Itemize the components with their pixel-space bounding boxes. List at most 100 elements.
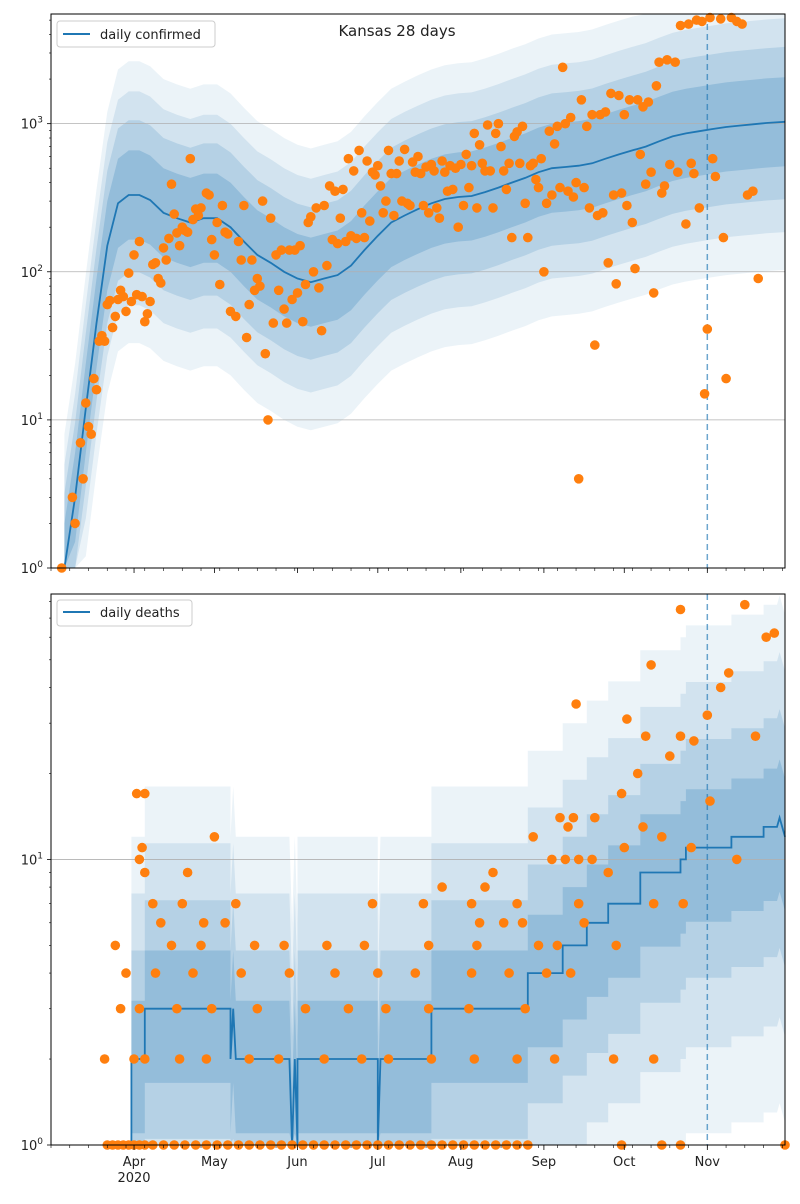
- deaths-point: [373, 968, 383, 978]
- confirmed-point: [319, 200, 330, 211]
- xtick-label: Aug: [448, 1155, 473, 1170]
- deaths-point: [498, 918, 509, 928]
- confirmed-point: [394, 156, 405, 166]
- confirmed-point: [233, 236, 244, 247]
- confirmed-point: [164, 233, 174, 244]
- confirmed-point: [212, 217, 222, 228]
- confirmed-point: [300, 279, 311, 290]
- confirmed-point: [434, 213, 445, 223]
- deaths-point: [437, 882, 447, 892]
- confirmed-point: [413, 151, 423, 162]
- deaths-point: [619, 842, 630, 853]
- confirmed-point: [627, 217, 638, 228]
- confirmed-uncertainty-bands: [64, 14, 785, 568]
- confirmed-point: [196, 203, 206, 213]
- deaths-point: [675, 731, 686, 741]
- confirmed-point: [571, 177, 581, 188]
- deaths-point: [520, 1003, 530, 1014]
- confirmed-point: [648, 288, 659, 298]
- deaths-point: [110, 940, 121, 951]
- confirmed-point: [389, 210, 399, 221]
- deaths-point: [587, 854, 597, 865]
- confirmed-point: [753, 273, 763, 284]
- confirmed-point: [488, 203, 498, 213]
- confirmed-point: [587, 109, 597, 120]
- confirmed-line: [63, 120, 786, 569]
- confirmed-point: [166, 179, 177, 189]
- confirmed-ytick-label: 100: [21, 560, 44, 577]
- deaths-band: [131, 709, 785, 1145]
- deaths-point: [166, 940, 177, 951]
- xtick-label: Nov: [695, 1155, 721, 1170]
- confirmed-point: [359, 232, 370, 243]
- deaths-band: [131, 595, 785, 1145]
- xtick-label: Apr: [123, 1155, 146, 1170]
- confirmed-point: [608, 190, 619, 200]
- deaths-plot-area: [51, 594, 785, 1145]
- confirmed-point: [263, 415, 273, 425]
- deaths-point: [608, 1054, 619, 1064]
- deaths-point: [640, 731, 651, 741]
- deaths-point: [148, 898, 158, 909]
- deaths-point: [632, 768, 643, 779]
- confirmed-point: [533, 182, 544, 193]
- deaths-point: [140, 788, 150, 799]
- confirmed-point: [549, 139, 560, 149]
- confirmed-point: [705, 12, 715, 23]
- confirmed-point: [531, 174, 541, 185]
- deaths-point: [177, 898, 188, 909]
- deaths-point: [273, 1054, 284, 1064]
- confirmed-point: [257, 196, 268, 206]
- deaths-point: [201, 1054, 212, 1064]
- confirmed-point: [185, 153, 196, 164]
- confirmed-band: [64, 14, 785, 568]
- deaths-point: [244, 1054, 254, 1064]
- confirmed-point: [440, 167, 450, 177]
- confirmed-point: [156, 278, 166, 288]
- deaths-point: [356, 1054, 367, 1064]
- deaths-point: [657, 832, 667, 842]
- deaths-point: [206, 1003, 217, 1014]
- confirmed-ytick-label: 103: [21, 116, 43, 133]
- deaths-point: [469, 1054, 480, 1064]
- confirmed-point: [81, 398, 91, 408]
- deaths-point: [236, 968, 246, 978]
- confirmed-point: [378, 208, 389, 218]
- deaths-point: [761, 632, 771, 642]
- confirmed-point: [555, 182, 565, 193]
- confirmed-band: [64, 18, 785, 568]
- confirmed-point: [391, 168, 402, 179]
- deaths-point: [675, 604, 686, 615]
- deaths-point: [322, 940, 332, 951]
- xtick-label: Oct: [613, 1155, 635, 1170]
- deaths-point: [517, 918, 528, 928]
- confirmed-point: [354, 145, 364, 156]
- confirmed-point: [675, 20, 686, 31]
- deaths-point: [359, 940, 370, 951]
- confirmed-point: [137, 291, 147, 302]
- confirmed-point: [640, 179, 651, 189]
- confirmed-plot-area: [51, 14, 785, 568]
- deaths-band: [131, 759, 785, 1145]
- confirmed-point: [630, 263, 640, 274]
- confirmed-point: [343, 153, 354, 164]
- confirmed-point: [241, 332, 252, 343]
- deaths-point: [423, 940, 434, 951]
- confirmed-point: [276, 245, 287, 255]
- confirmed-frame: [50, 13, 786, 569]
- deaths-point: [137, 842, 147, 853]
- deaths-point: [686, 842, 696, 853]
- confirmed-point: [89, 373, 99, 384]
- confirmed-point: [584, 203, 595, 213]
- deaths-point: [330, 968, 340, 978]
- confirmed-point: [292, 288, 303, 298]
- confirmed-point: [582, 121, 592, 132]
- deaths-point: [732, 854, 742, 865]
- confirmed-point: [247, 255, 257, 265]
- deaths-point: [209, 832, 220, 842]
- confirmed-legend-label: daily confirmed: [100, 28, 201, 43]
- deaths-point: [134, 854, 145, 865]
- confirmed-point: [145, 296, 155, 307]
- confirmed-point: [654, 57, 664, 67]
